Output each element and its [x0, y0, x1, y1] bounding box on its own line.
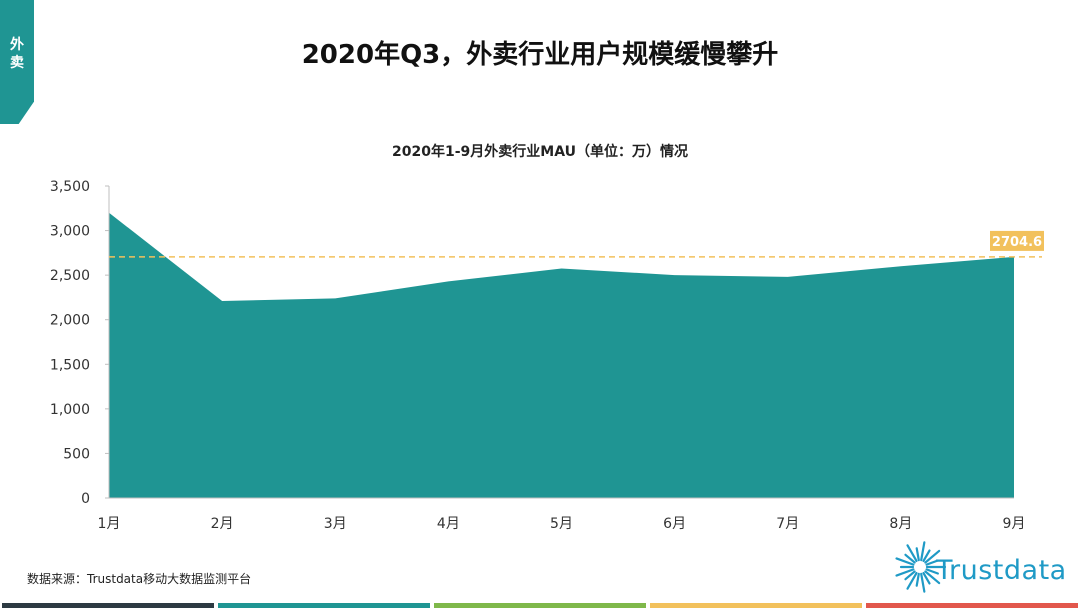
y-tick-label: 2,500 [50, 268, 90, 284]
footer-bar-segment [866, 603, 1078, 608]
page-title: 2020年Q3，外卖行业用户规模缓慢攀升 [301, 40, 779, 70]
y-tick-label: 1,500 [50, 357, 90, 373]
section-tab: 外卖 [0, 0, 34, 124]
y-tick-label: 3,000 [50, 224, 90, 240]
y-tick-label: 1,000 [50, 402, 90, 418]
reference-label: 2704.6 [992, 235, 1042, 250]
x-tick-label: 7月 [776, 516, 799, 532]
x-tick-label: 2月 [211, 516, 234, 532]
data-source-note: 数据来源：Trustdata移动大数据监测平台 [27, 572, 252, 586]
footer-bar-segment [434, 603, 646, 608]
x-tick-label: 6月 [663, 516, 686, 532]
footer-bar-segment [218, 603, 430, 608]
x-tick-label: 4月 [437, 516, 460, 532]
x-tick-label: 8月 [889, 516, 912, 532]
section-tab-label: 外卖 [10, 37, 24, 71]
y-tick-label: 0 [81, 491, 90, 507]
y-tick-label: 3,500 [50, 179, 90, 195]
x-tick-label: 1月 [98, 516, 121, 532]
x-tick-label: 5月 [550, 516, 573, 532]
y-tick-label: 2,000 [50, 313, 90, 329]
x-tick-label: 9月 [1003, 516, 1026, 532]
reference-label-box [990, 230, 1044, 251]
starburst-icon [895, 541, 947, 593]
footer-bar-segment [2, 603, 214, 608]
trustdata-logo: Trustdata [892, 535, 1072, 595]
chart-title: 2020年1-9月外卖行业MAU（单位：万）情况 [392, 144, 688, 160]
y-tick-label: 500 [63, 446, 90, 462]
logo-text: Trustdata [936, 555, 1067, 586]
mau-area [109, 212, 1014, 498]
footer-bar-segment [650, 603, 862, 608]
x-tick-label: 3月 [324, 516, 347, 532]
